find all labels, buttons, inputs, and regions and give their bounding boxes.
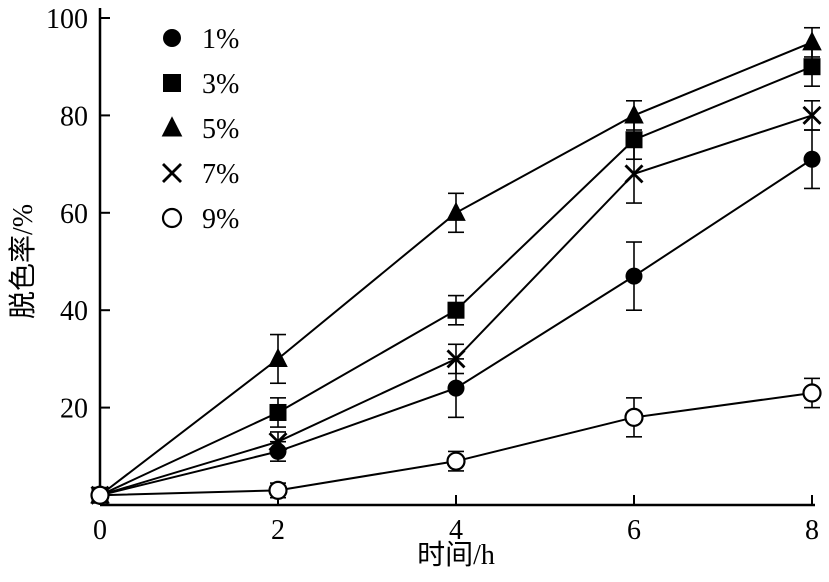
x-cross-marker: [624, 164, 644, 184]
open-circle-marker: [161, 207, 183, 229]
y-tick-label: 60: [60, 199, 88, 230]
y-tick-label: 20: [60, 394, 88, 425]
filled-circle-marker: [625, 267, 643, 285]
x-cross-marker: [268, 432, 288, 452]
legend-label: 7%: [202, 159, 239, 190]
x-tick-label: 4: [449, 515, 463, 546]
x-tick-label: 6: [627, 515, 641, 546]
filled-triangle-marker: [802, 31, 822, 51]
filled-circle-marker: [447, 379, 465, 397]
x-tick-label: 8: [805, 515, 819, 546]
x-tick-label: 2: [271, 515, 285, 546]
legend: 1% 3% 5% 7% 9%: [161, 24, 239, 235]
x-axis-label: 时间/h: [417, 539, 495, 571]
filled-square-marker: [803, 58, 821, 76]
open-circle-marker: [90, 485, 110, 505]
filled-square-marker: [163, 74, 181, 92]
filled-square-marker: [269, 403, 287, 421]
series-5%: [90, 26, 822, 504]
filled-triangle-marker: [446, 201, 466, 221]
legend-label: 5%: [202, 114, 239, 145]
series-9%: [90, 377, 822, 505]
x-tick-label: 0: [93, 515, 107, 546]
y-tick-label: 80: [60, 101, 88, 132]
x-cross-marker: [162, 163, 182, 183]
legend-item-5%: 5%: [161, 114, 239, 145]
filled-square-marker: [447, 301, 465, 319]
y-axis-label: 脱色率/%: [7, 204, 39, 319]
legend-item-9%: 9%: [161, 204, 239, 235]
filled-circle-marker: [163, 29, 181, 47]
legend-item-7%: 7%: [162, 159, 239, 190]
filled-triangle-marker: [624, 104, 644, 124]
x-cross-marker: [446, 349, 466, 369]
series-3%: [91, 46, 821, 504]
y-tick-label: 100: [46, 4, 88, 35]
y-tick-label: 40: [60, 296, 88, 327]
x-cross-marker: [802, 105, 822, 125]
filled-triangle-marker: [268, 347, 288, 367]
open-circle-marker: [446, 451, 466, 471]
legend-item-1%: 1%: [163, 24, 239, 55]
filled-triangle-marker: [161, 116, 183, 137]
legend-item-3%: 3%: [163, 69, 239, 100]
legend-label: 9%: [202, 204, 239, 235]
open-circle-marker: [802, 383, 822, 403]
open-circle-marker: [268, 480, 288, 500]
filled-circle-marker: [803, 150, 821, 168]
legend-label: 3%: [202, 69, 239, 100]
open-circle-marker: [624, 407, 644, 427]
legend-label: 1%: [202, 24, 239, 55]
